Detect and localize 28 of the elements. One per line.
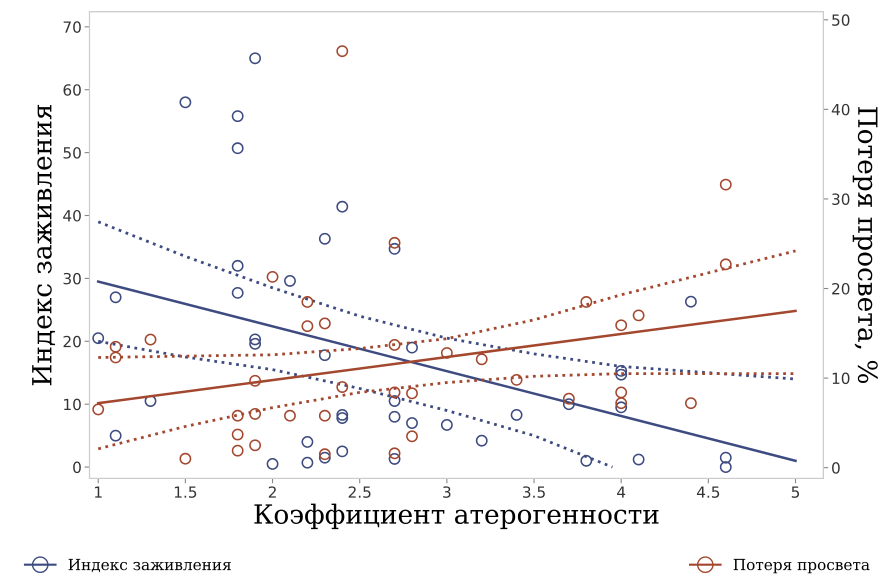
x-tick-label: 3.5 bbox=[523, 486, 545, 498]
y-tick-label: 70 bbox=[64, 21, 81, 33]
y2-tick-label: 10 bbox=[832, 372, 850, 384]
y-tick-label: 50 bbox=[64, 147, 81, 159]
x-tick-label: 4 bbox=[617, 486, 626, 498]
y-tick-label: 40 bbox=[63, 210, 81, 222]
y2-tick-label: 50 bbox=[832, 14, 850, 26]
y-tick-label: 60 bbox=[63, 84, 81, 96]
legend-label: Индекс заживления bbox=[68, 558, 231, 572]
x-tick-label: 1.5 bbox=[174, 486, 196, 498]
legend-label: Потеря просвета bbox=[734, 558, 870, 574]
y-tick-label: 10 bbox=[64, 398, 81, 410]
y-tick-label: 30 bbox=[64, 272, 81, 284]
x-tick-label: 1 bbox=[95, 486, 102, 498]
x-tick-label: 5 bbox=[792, 486, 800, 498]
x-tick-label: 4.5 bbox=[696, 486, 720, 498]
x-tick-label: 2 bbox=[268, 486, 276, 498]
x-tick-label: 3 bbox=[443, 486, 450, 498]
y2-tick-label: 30 bbox=[832, 193, 850, 205]
y-tick-label: 0 bbox=[73, 462, 81, 474]
x-axis-title: Коэффициент атерогенности bbox=[254, 504, 659, 530]
y2-tick-label: 40 bbox=[832, 104, 850, 116]
y2-axis-title: Потеря просвета, % bbox=[852, 107, 878, 384]
y-axis-title: Индекс заживления bbox=[32, 104, 56, 386]
y2-tick-label: 20 bbox=[832, 282, 850, 295]
x-tick-label: 2.5 bbox=[348, 486, 371, 498]
y2-tick-label: 0 bbox=[832, 462, 840, 474]
y-tick-label: 20 bbox=[64, 336, 81, 348]
